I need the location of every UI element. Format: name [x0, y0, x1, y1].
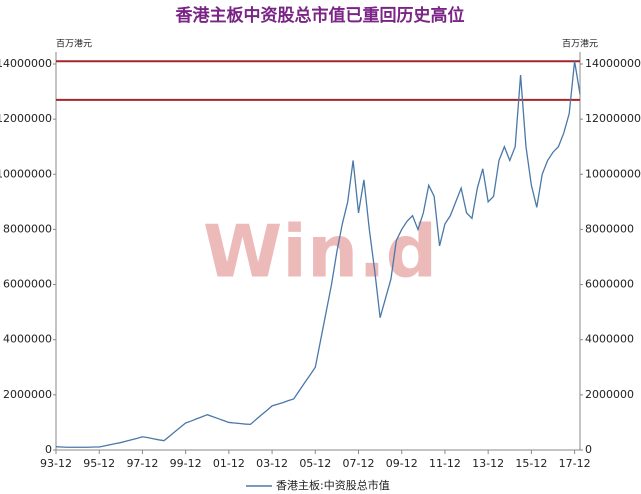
y-axis-unit: 百万港元 — [56, 38, 92, 50]
y2-tick-label: 0 — [585, 443, 592, 456]
x-tick-label: 95-12 — [83, 457, 115, 470]
y-tick-label: 8000000 — [3, 222, 52, 235]
y-tick-label: 0 — [45, 443, 52, 456]
watermark: Win.d — [203, 210, 437, 294]
x-tick-label: 09-12 — [386, 457, 418, 470]
legend-label: 香港主板:中资股总市值 — [276, 478, 390, 492]
y2-tick-label: 2000000 — [585, 388, 634, 401]
x-tick-label: 97-12 — [126, 457, 158, 470]
y-tick-label: 6000000 — [3, 278, 52, 291]
y2-tick-label: 12000000 — [585, 112, 641, 125]
y2-tick-label: 4000000 — [585, 333, 634, 346]
x-tick-label: 15-12 — [515, 457, 547, 470]
x-tick-label: 93-12 — [40, 457, 72, 470]
y2-tick-label: 8000000 — [585, 222, 634, 235]
x-tick-label: 03-12 — [256, 457, 288, 470]
y-tick-label: 10000000 — [0, 167, 52, 180]
x-tick-label: 07-12 — [343, 457, 375, 470]
y2-tick-label: 14000000 — [585, 57, 641, 70]
y-tick-label: 14000000 — [0, 57, 52, 70]
y2-tick-label: 6000000 — [585, 278, 634, 291]
chart-title: 香港主板中资股总市值已重回历史高位 — [176, 5, 465, 26]
y2-axis-unit: 百万港元 — [562, 38, 598, 50]
x-tick-label: 05-12 — [299, 457, 331, 470]
y2-tick-label: 10000000 — [585, 167, 641, 180]
y-tick-label: 12000000 — [0, 112, 52, 125]
x-tick-label: 99-12 — [170, 457, 202, 470]
x-tick-label: 01-12 — [213, 457, 245, 470]
data-line — [55, 61, 581, 448]
y-tick-label: 4000000 — [3, 333, 52, 346]
x-tick-label: 13-12 — [472, 457, 504, 470]
y-tick-label: 2000000 — [3, 388, 52, 401]
x-tick-label: 17-12 — [559, 457, 591, 470]
x-tick-label: 11-12 — [429, 457, 461, 470]
